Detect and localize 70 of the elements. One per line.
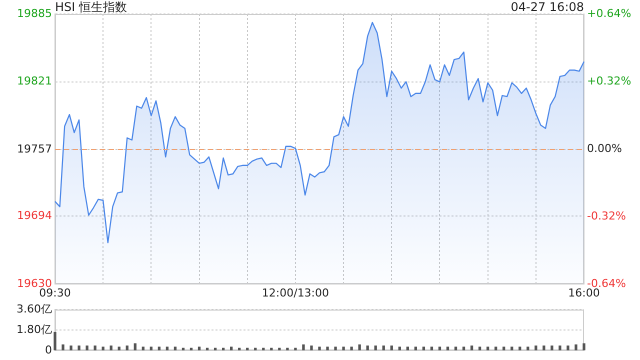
bar	[230, 346, 233, 350]
bar	[454, 346, 458, 350]
y2-tick-label: -0.32%	[587, 209, 626, 222]
bar	[550, 346, 554, 350]
bar	[534, 346, 538, 350]
bar	[358, 344, 361, 350]
bar	[118, 346, 120, 350]
y2-tick-label: 0.00%	[587, 142, 622, 155]
y-tick-label: 0	[45, 343, 52, 356]
bar	[574, 344, 578, 350]
bar	[478, 346, 482, 350]
bar	[310, 346, 313, 350]
bar	[94, 346, 96, 350]
bar	[302, 344, 305, 350]
bar	[318, 346, 321, 350]
bar	[326, 346, 329, 350]
bar	[422, 346, 426, 350]
bar	[78, 346, 80, 350]
bar	[414, 346, 418, 350]
bar	[342, 346, 345, 350]
bar	[278, 348, 281, 350]
x-tick-label: 12:00/13:00	[262, 286, 330, 300]
bar	[70, 346, 72, 350]
y-tick-label: 19694	[17, 209, 52, 222]
bar	[102, 346, 104, 350]
bar	[582, 343, 586, 350]
bar	[510, 346, 514, 350]
bar	[430, 346, 434, 350]
bar	[198, 346, 201, 350]
bar	[542, 346, 546, 350]
bar	[406, 346, 409, 350]
bar	[398, 346, 401, 350]
bar	[502, 346, 506, 350]
bar	[54, 332, 56, 350]
bar	[86, 346, 88, 350]
bar	[462, 346, 466, 350]
bar	[334, 346, 337, 350]
y2-tick-label: +0.64%	[587, 6, 632, 20]
bar	[158, 346, 161, 350]
y2-tick-label: +0.32%	[587, 74, 632, 88]
bar	[366, 346, 369, 350]
bar	[166, 346, 169, 350]
text: 04-27 16:08	[510, 0, 584, 14]
bar	[110, 346, 112, 350]
bar	[286, 348, 289, 350]
bar	[142, 346, 144, 350]
bar	[486, 346, 490, 350]
bar	[438, 346, 442, 350]
bar	[390, 346, 393, 350]
bar	[150, 346, 153, 350]
bar	[558, 346, 562, 350]
bar	[446, 346, 450, 350]
y-tick-label: 3.60亿	[16, 302, 52, 316]
bar	[518, 346, 522, 350]
bar	[374, 346, 377, 350]
bar	[350, 346, 353, 350]
chart-title: HSI 恒生指数	[55, 0, 127, 14]
y-tick-label: 19885	[17, 6, 52, 20]
bar	[526, 346, 530, 350]
y-tick-label: 19821	[17, 74, 52, 88]
bar	[382, 346, 385, 350]
bar	[174, 346, 177, 350]
bar	[566, 346, 570, 350]
bar	[494, 346, 498, 350]
y-tick-label: 1.80亿	[16, 322, 52, 336]
y-tick-label: 19757	[17, 142, 52, 156]
bar	[126, 346, 128, 350]
bar	[294, 348, 297, 350]
bar	[62, 344, 64, 350]
bar	[470, 346, 474, 350]
